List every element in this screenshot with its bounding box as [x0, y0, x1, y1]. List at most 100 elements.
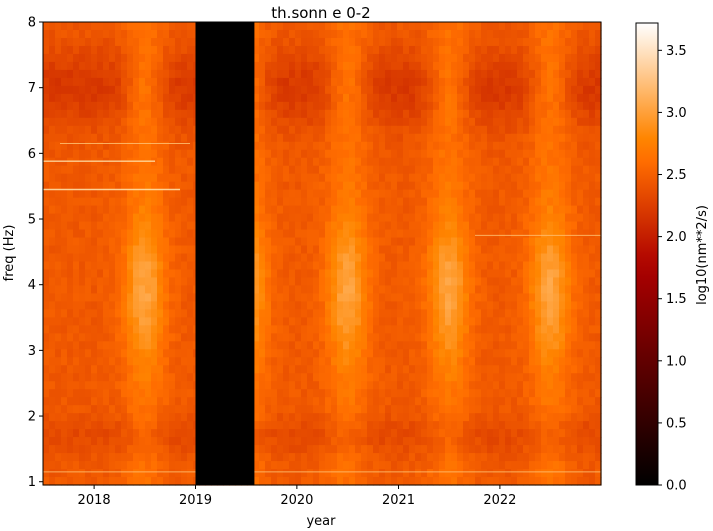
heatmap-cell: [403, 221, 410, 231]
heatmap-cell: [85, 77, 92, 87]
heatmap-cell: [433, 381, 440, 390]
heatmap-cell: [133, 461, 140, 470]
heatmap-cell: [343, 181, 350, 191]
heatmap-cell: [163, 165, 170, 175]
heatmap-cell: [103, 221, 110, 231]
heatmap-cell: [163, 53, 170, 63]
heatmap-cell: [127, 309, 134, 318]
heatmap-cell: [505, 477, 512, 486]
heatmap-cell: [163, 317, 170, 326]
heatmap-cell: [91, 413, 98, 422]
heatmap-cell: [295, 69, 302, 79]
heatmap-cell: [469, 285, 476, 295]
heatmap-cell: [481, 469, 488, 478]
heatmap-cell: [343, 45, 350, 55]
heatmap-cell: [97, 53, 104, 63]
heatmap-cell: [349, 173, 356, 183]
heatmap-cell: [361, 277, 368, 287]
heatmap-cell: [541, 141, 548, 151]
heatmap-cell: [445, 269, 452, 279]
heatmap-cell: [253, 261, 260, 271]
heatmap-cell: [331, 29, 338, 39]
heatmap-cell: [367, 85, 374, 95]
heatmap-cell: [103, 381, 110, 390]
heatmap-cell: [103, 301, 110, 310]
heatmap-cell: [487, 333, 494, 342]
heatmap-cell: [433, 277, 440, 287]
heatmap-cell: [505, 373, 512, 382]
heatmap-cell: [271, 165, 278, 175]
heatmap-cell: [313, 357, 320, 366]
heatmap-cell: [187, 269, 194, 279]
heatmap-cell: [439, 413, 446, 422]
heatmap-cell: [499, 405, 506, 414]
heatmap-cell: [397, 285, 404, 295]
heatmap-cell: [175, 373, 182, 382]
heatmap-cell: [103, 245, 110, 255]
heatmap-cell: [361, 461, 368, 470]
heatmap-cell: [427, 445, 434, 454]
heatmap-cell: [553, 22, 560, 31]
heatmap-cell: [421, 373, 428, 382]
heatmap-cell: [427, 381, 434, 390]
heatmap-cell: [337, 37, 344, 47]
heatmap-cell: [139, 109, 146, 119]
heatmap-cell: [259, 189, 266, 199]
heatmap-cell: [529, 261, 536, 271]
heatmap-cell: [109, 229, 116, 239]
heatmap-cell: [439, 173, 446, 183]
heatmap-cell: [253, 269, 260, 279]
heatmap-cell: [91, 253, 98, 263]
heatmap-cell: [331, 469, 338, 478]
heatmap-cell: [367, 421, 374, 430]
heatmap-cell: [259, 389, 266, 398]
heatmap-cell: [379, 381, 386, 390]
heatmap-cell: [391, 461, 398, 470]
heatmap-cell: [253, 453, 260, 462]
heatmap-cell: [157, 421, 164, 430]
heatmap-cell: [61, 429, 68, 438]
heatmap-cell: [109, 29, 116, 39]
heatmap-cell: [301, 189, 308, 199]
heatmap-cell: [481, 253, 488, 263]
heatmap-cell: [493, 77, 500, 87]
heatmap-cell: [493, 333, 500, 342]
heatmap-cell: [547, 341, 554, 350]
heatmap-cell: [445, 109, 452, 119]
heatmap-cell: [181, 253, 188, 263]
heatmap-cell: [391, 277, 398, 287]
heatmap-cell: [367, 205, 374, 215]
heatmap-cell: [505, 117, 512, 127]
heatmap-cell: [343, 245, 350, 255]
heatmap-cell: [91, 333, 98, 342]
heatmap-cell: [457, 269, 464, 279]
heatmap-cell: [529, 413, 536, 422]
heatmap-cell: [181, 285, 188, 295]
heatmap-cell: [283, 93, 290, 103]
heatmap-cell: [259, 469, 266, 478]
heatmap-cell: [187, 381, 194, 390]
heatmap-cell: [127, 85, 134, 95]
heatmap-cell: [67, 461, 74, 470]
heatmap-cell: [43, 445, 50, 454]
heatmap-cell: [127, 101, 134, 111]
heatmap-cell: [373, 301, 380, 310]
heatmap-cell: [499, 373, 506, 382]
heatmap-cell: [325, 149, 332, 159]
heatmap-cell: [55, 125, 62, 135]
heatmap-cell: [475, 405, 482, 414]
heatmap-cell: [61, 317, 68, 326]
heatmap-cell: [103, 469, 110, 478]
heatmap-cell: [535, 149, 542, 159]
heatmap-cell: [121, 205, 128, 215]
heatmap-cell: [415, 301, 422, 310]
heatmap-cell: [457, 173, 464, 183]
heatmap-cell: [487, 221, 494, 231]
heatmap-cell: [103, 157, 110, 167]
heatmap-cell: [295, 461, 302, 470]
heatmap-cell: [403, 237, 410, 247]
heatmap-cell: [289, 429, 296, 438]
heatmap-cell: [457, 213, 464, 223]
heatmap-cell: [427, 237, 434, 247]
heatmap-cell: [391, 237, 398, 247]
